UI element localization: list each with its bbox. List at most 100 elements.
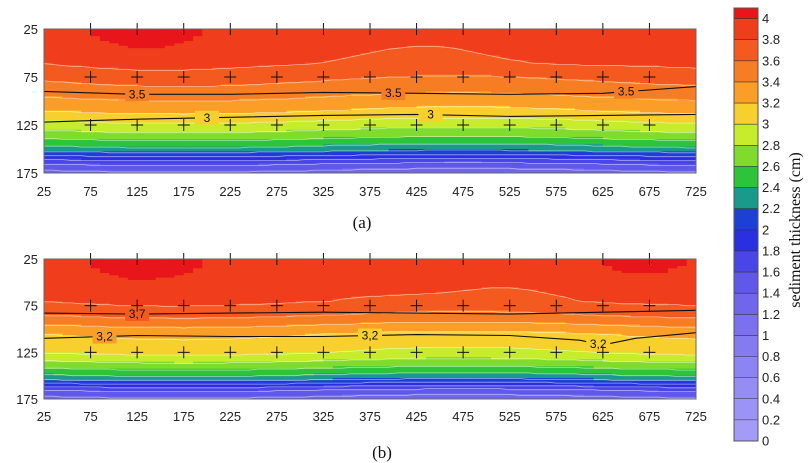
surface-cell [127, 137, 138, 140]
surface-cell [174, 139, 185, 143]
surface-cell [99, 273, 110, 276]
surface-cell [53, 146, 64, 150]
surface-cell [323, 149, 334, 152]
surface-cell [519, 137, 529, 140]
surface-cell [565, 275, 576, 279]
surface-cell [314, 261, 325, 265]
surface-cell [472, 101, 483, 104]
surface-cell [500, 132, 511, 136]
surface-cell [239, 84, 250, 88]
surface-cell [416, 45, 427, 49]
surface-cell [174, 270, 185, 274]
surface-cell [658, 268, 669, 272]
surface-cell [90, 132, 101, 136]
surface-cell [71, 275, 82, 279]
surface-cell [258, 74, 269, 78]
surface-cell [230, 263, 241, 267]
surface-cell [388, 151, 399, 155]
surface-cell [137, 57, 148, 61]
surface-cell [593, 65, 604, 68]
surface-cell [155, 161, 166, 164]
surface-cell [416, 29, 427, 32]
surface-cell [528, 259, 539, 262]
surface-cell [174, 120, 185, 124]
surface-cell [90, 72, 101, 76]
surface-cell [314, 163, 325, 167]
surface-cell [379, 127, 390, 131]
surface-cell [416, 93, 427, 97]
surface-cell [574, 151, 585, 155]
surface-cell [640, 134, 651, 138]
surface-cell [220, 98, 231, 102]
surface-cell [53, 101, 64, 104]
surface-cell [239, 261, 250, 265]
surface-cell [342, 113, 352, 116]
surface-cell [407, 117, 418, 121]
surface-cell [360, 62, 371, 66]
surface-cell [500, 129, 511, 133]
surface-cell [379, 103, 390, 107]
surface-cell [453, 103, 464, 107]
surface-cell [612, 98, 623, 102]
surface-cell [99, 55, 110, 59]
surface-cell [453, 261, 464, 265]
surface-cell [71, 55, 82, 59]
surface-cell [351, 89, 362, 92]
surface-cell [44, 53, 54, 56]
surface-cell [258, 259, 269, 262]
surface-cell [239, 74, 250, 78]
surface-cell [621, 103, 632, 107]
surface-cell [295, 137, 306, 140]
surface-cell [137, 50, 148, 54]
surface-cell [276, 105, 287, 109]
surface-cell [109, 91, 120, 95]
surface-cell [546, 144, 557, 148]
surface-cell [286, 122, 297, 126]
surface-cell [565, 57, 576, 61]
surface-cell [509, 151, 520, 155]
surface-cell [211, 55, 222, 59]
surface-cell [155, 108, 166, 112]
surface-cell [342, 141, 352, 145]
surface-cell [463, 266, 474, 269]
surface-cell [509, 110, 520, 114]
surface-cell [90, 125, 101, 128]
surface-cell [491, 165, 501, 169]
surface-cell [546, 134, 557, 138]
surface-cell [90, 101, 101, 104]
surface-cell [463, 127, 474, 131]
x-tick-label: 725 [685, 184, 707, 199]
surface-cell [183, 103, 194, 107]
surface-cell [584, 132, 595, 136]
surface-cell [444, 122, 455, 126]
surface-cell [435, 67, 446, 71]
surface-cell [677, 101, 688, 104]
surface-cell [370, 161, 380, 164]
surface-cell [668, 69, 678, 73]
surface-cell [314, 266, 325, 269]
surface-cell [71, 96, 82, 100]
surface-cell [174, 261, 185, 265]
surface-cell [500, 86, 511, 90]
surface-cell [276, 33, 287, 37]
surface-cell [435, 38, 446, 42]
surface-cell [658, 43, 669, 47]
surface-cell [435, 277, 446, 281]
surface-cell [509, 144, 520, 148]
surface-cell [71, 268, 82, 272]
surface-cell [118, 89, 129, 92]
surface-cell [435, 93, 446, 97]
sample-point [84, 71, 97, 83]
surface-cell [574, 69, 585, 73]
surface-cell [174, 91, 185, 95]
surface-cell [658, 115, 669, 119]
surface-cell [630, 79, 641, 83]
surface-cell [71, 57, 82, 61]
surface-cell [453, 79, 464, 83]
surface-cell [53, 110, 64, 114]
surface-cell [528, 277, 539, 281]
surface-cell [174, 74, 185, 78]
surface-cell [44, 170, 54, 173]
surface-cell [118, 266, 129, 269]
surface-cell [99, 48, 110, 52]
